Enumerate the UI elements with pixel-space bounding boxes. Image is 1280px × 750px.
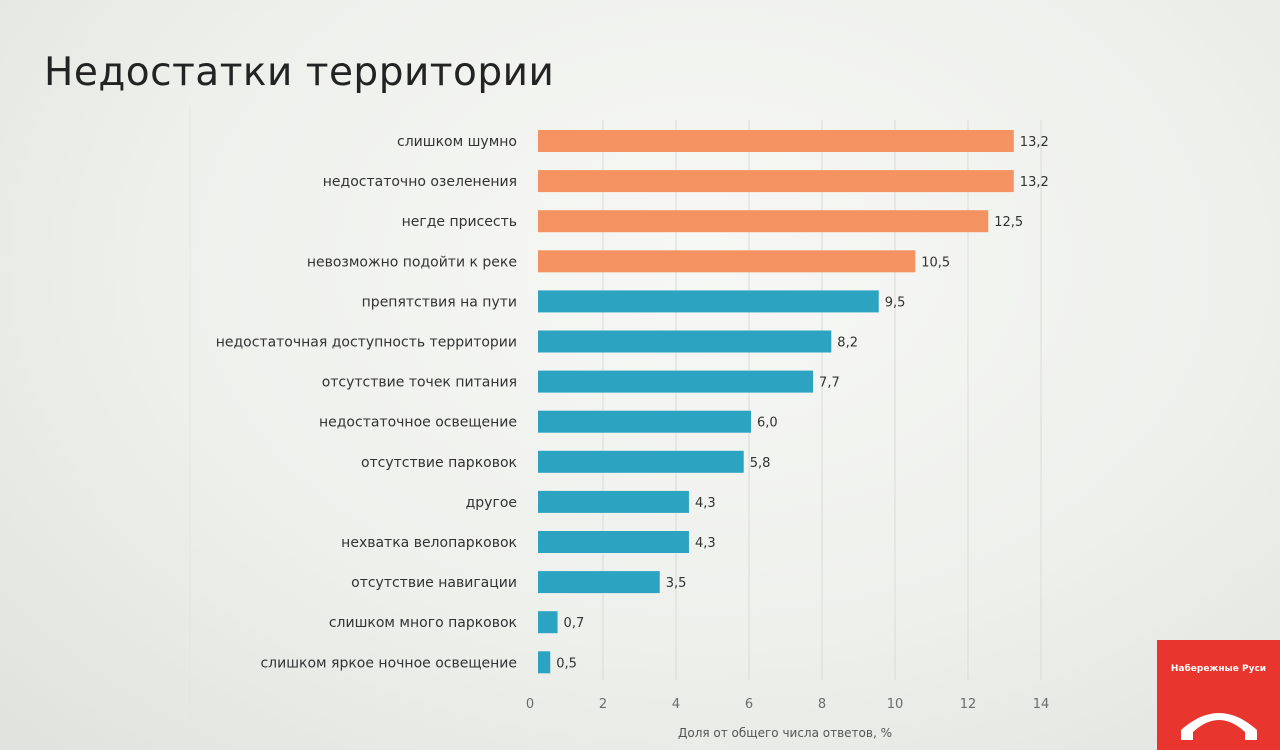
- value-label-0: 13,2: [1020, 135, 1049, 150]
- value-label-2: 12,5: [994, 215, 1023, 230]
- category-label-5: недостаточная доступность территории: [216, 335, 517, 351]
- category-label-9: другое: [466, 495, 517, 511]
- value-label-6: 7,7: [819, 376, 840, 391]
- category-label-11: отсутствие навигации: [351, 575, 517, 591]
- bar-2: [538, 210, 989, 233]
- value-label-8: 5,8: [750, 456, 771, 471]
- category-label-13: слишком яркое ночное освещение: [260, 655, 517, 671]
- bar-7: [538, 410, 751, 433]
- category-label-12: слишком много парковок: [329, 615, 517, 631]
- bar-9: [538, 490, 689, 513]
- logo-text: Набережные Руси: [1170, 664, 1267, 674]
- category-label-4: препятствия на пути: [362, 294, 517, 310]
- x-tick-label-5: 10: [887, 697, 904, 712]
- category-label-3: невозможно подойти к реке: [307, 254, 517, 270]
- value-label-12: 0,7: [564, 616, 585, 631]
- x-tick-label-1: 2: [599, 697, 607, 712]
- bar-8: [538, 450, 744, 473]
- value-label-10: 4,3: [695, 536, 716, 551]
- category-label-6: отсутствие точек питания: [322, 375, 517, 391]
- value-label-9: 4,3: [695, 496, 716, 511]
- x-tick-label-6: 12: [960, 697, 977, 712]
- category-label-0: слишком шумно: [397, 134, 517, 150]
- x-tick-label-0: 0: [526, 697, 534, 712]
- bar-6: [538, 370, 814, 393]
- bar-4: [538, 290, 879, 313]
- category-label-1: недостаточно озеленения: [323, 174, 517, 190]
- category-label-2: негде присесть: [402, 214, 517, 230]
- value-label-3: 10,5: [921, 255, 950, 270]
- bar-3: [538, 250, 916, 273]
- value-label-5: 8,2: [837, 336, 858, 351]
- brand-logo: Набережные Руси: [1157, 640, 1280, 750]
- bar-1: [538, 170, 1014, 193]
- bar-5: [538, 330, 832, 353]
- value-label-11: 3,5: [666, 576, 687, 591]
- bar-11: [538, 571, 660, 594]
- value-label-13: 0,5: [556, 656, 577, 671]
- x-tick-label-7: 14: [1033, 697, 1050, 712]
- bar-0: [538, 130, 1014, 152]
- bar-13: [538, 651, 551, 674]
- value-label-7: 6,0: [757, 416, 778, 431]
- bar-10: [538, 531, 689, 553]
- x-tick-label-4: 8: [818, 697, 826, 712]
- x-axis-title: Доля от общего числа ответов, %: [678, 726, 892, 740]
- value-label-1: 13,2: [1020, 175, 1049, 190]
- category-label-8: отсутствие парковок: [361, 455, 517, 471]
- x-tick-label-3: 6: [745, 697, 753, 712]
- value-label-4: 9,5: [885, 295, 906, 310]
- slide-title: Недостатки территории: [44, 50, 555, 95]
- category-label-7: недостаточное освещение: [319, 415, 517, 431]
- bar-12: [538, 611, 558, 634]
- category-label-10: нехватка велопарковок: [341, 535, 517, 551]
- x-tick-label-2: 4: [672, 697, 680, 712]
- bridge-icon: [1181, 713, 1257, 740]
